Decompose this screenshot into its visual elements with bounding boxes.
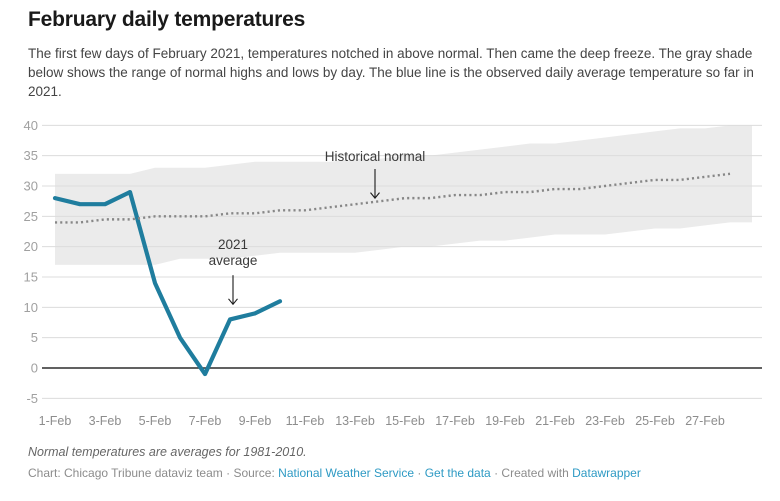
y-axis-tick-label: 5	[31, 330, 38, 345]
page-title: February daily temperatures	[28, 8, 306, 31]
source-link[interactable]: National Weather Service	[278, 466, 414, 480]
annotation-label: 2021	[218, 237, 248, 252]
y-axis-tick-label: -5	[26, 391, 38, 406]
chart-area: -5 0 5 10 15 20 25 30 35 40 1-Feb 3-Feb 5-Feb 7-Feb 9-…	[0, 118, 780, 433]
y-axis-tick-label: 20	[24, 239, 38, 254]
y-axis-tick-label: 10	[24, 300, 38, 315]
x-axis-tick-label: 3-Feb	[89, 414, 122, 428]
datawrapper-link[interactable]: Datawrapper	[572, 466, 641, 480]
get-the-data-link[interactable]: Get the data	[424, 466, 491, 480]
y-axis-tick-label: 35	[24, 148, 38, 163]
byline-text: Chart: Chicago Tribune dataviz team	[28, 466, 223, 480]
chart-note: Normal temperatures are averages for 198…	[28, 445, 307, 459]
credit-prefix: Created with	[501, 466, 569, 480]
x-axis-tick-label: 19-Feb	[485, 414, 525, 428]
x-axis-tick-label: 9-Feb	[239, 414, 272, 428]
normal-range-band	[55, 125, 752, 265]
x-axis-tick-label: 21-Feb	[535, 414, 575, 428]
annotation-label: average	[209, 253, 258, 268]
x-axis-tick-label: 13-Feb	[335, 414, 375, 428]
x-axis-tick-label: 25-Feb	[635, 414, 675, 428]
x-axis-tick-label: 23-Feb	[585, 414, 625, 428]
chart-footer: Chart: Chicago Tribune dataviz team · So…	[28, 466, 641, 480]
x-axis-tick-label: 5-Feb	[139, 414, 172, 428]
y-axis-tick-label: 25	[24, 209, 38, 224]
annotation-arrowhead	[228, 298, 238, 306]
annotation-arrowhead	[370, 192, 380, 200]
historical-normal-line	[55, 172, 731, 224]
source-label: Source:	[233, 466, 275, 480]
x-axis-tick-label: 11-Feb	[286, 414, 325, 428]
x-axis-tick-label: 15-Feb	[385, 414, 425, 428]
separator: ·	[417, 466, 422, 480]
y-axis-tick-label: 30	[24, 179, 38, 194]
annotation-label: Historical normal	[325, 149, 426, 164]
x-axis-tick-label: 17-Feb	[435, 414, 475, 428]
y-axis-tick-label: 40	[24, 118, 38, 133]
x-axis-tick-label: 7-Feb	[189, 414, 222, 428]
chart-description: The first few days of February 2021, tem…	[28, 46, 754, 99]
x-axis-tick-label: 1-Feb	[39, 414, 72, 428]
y-axis-tick-label: 0	[31, 361, 38, 376]
separator: ·	[494, 466, 499, 480]
x-axis-tick-label: 27-Feb	[685, 414, 725, 428]
y-axis-tick-label: 15	[24, 270, 38, 285]
separator: ·	[226, 466, 231, 480]
temperature-chart: -5 0 5 10 15 20 25 30 35 40 1-Feb 3-Feb 5-Feb 7-Feb 9-…	[24, 118, 762, 428]
observed-2021-line	[52, 189, 283, 377]
